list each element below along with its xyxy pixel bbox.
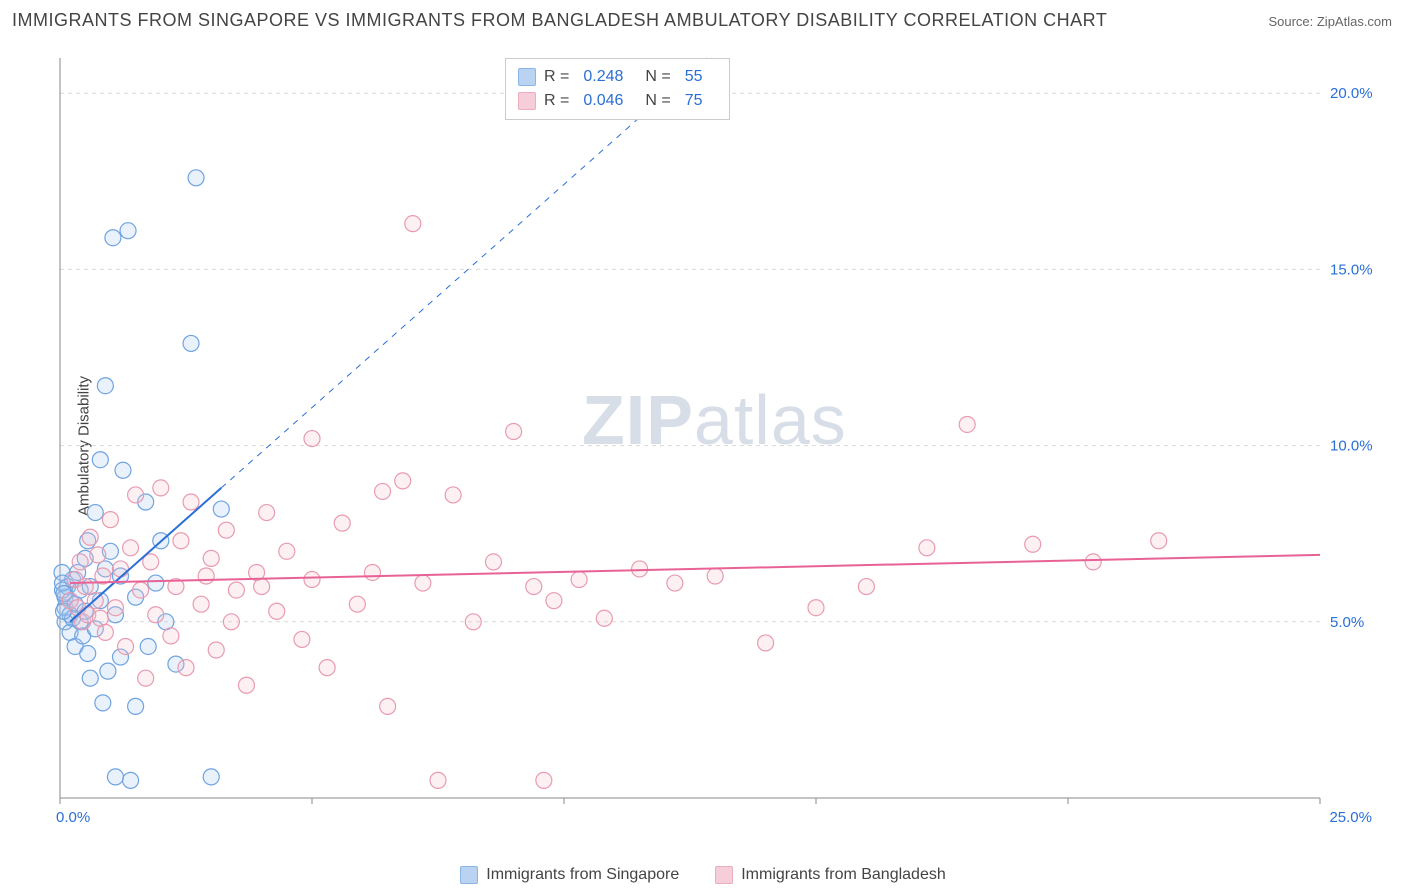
- series-legend-item: Immigrants from Singapore: [460, 866, 679, 884]
- series-label: Immigrants from Bangladesh: [741, 866, 946, 884]
- scatter-plot-svg: 5.0% 10.0% 15.0% 20.0% 0.0% 25.0%: [50, 48, 1380, 838]
- source-name: ZipAtlas.com: [1317, 14, 1392, 29]
- series-legend-item: Immigrants from Bangladesh: [715, 866, 946, 884]
- svg-text:15.0%: 15.0%: [1330, 261, 1373, 278]
- n-label: N =: [645, 92, 670, 110]
- correlation-legend-row: R = 0.046 N = 75: [518, 89, 717, 113]
- svg-text:25.0%: 25.0%: [1329, 809, 1372, 826]
- svg-text:0.0%: 0.0%: [56, 809, 90, 826]
- legend-swatch: [460, 866, 478, 884]
- source-attribution: Source: ZipAtlas.com: [1268, 14, 1392, 29]
- plot-area: 5.0%10.0%15.0%20.0%0.0%25.0% ZIPatlas R …: [50, 48, 1380, 838]
- n-label: N =: [645, 68, 670, 86]
- correlation-legend-row: R = 0.248 N = 55: [518, 65, 717, 89]
- n-value: 75: [685, 92, 703, 110]
- series-label: Immigrants from Singapore: [486, 866, 679, 884]
- svg-text:20.0%: 20.0%: [1330, 85, 1373, 102]
- chart-title: IMMIGRANTS FROM SINGAPORE VS IMMIGRANTS …: [12, 10, 1107, 31]
- r-value: 0.248: [583, 68, 623, 86]
- r-label: R =: [544, 92, 569, 110]
- r-value: 0.046: [583, 92, 623, 110]
- svg-text:10.0%: 10.0%: [1330, 438, 1373, 455]
- series-legend: Immigrants from Singapore Immigrants from…: [0, 866, 1406, 884]
- correlation-legend: R = 0.248 N = 55 R = 0.046 N = 75: [505, 58, 730, 120]
- svg-text:5.0%: 5.0%: [1330, 614, 1364, 631]
- n-value: 55: [685, 68, 703, 86]
- source-label: Source:: [1268, 14, 1316, 29]
- r-label: R =: [544, 68, 569, 86]
- legend-swatch: [518, 92, 536, 110]
- legend-swatch: [715, 866, 733, 884]
- legend-swatch: [518, 68, 536, 86]
- chart-container: IMMIGRANTS FROM SINGAPORE VS IMMIGRANTS …: [0, 0, 1406, 892]
